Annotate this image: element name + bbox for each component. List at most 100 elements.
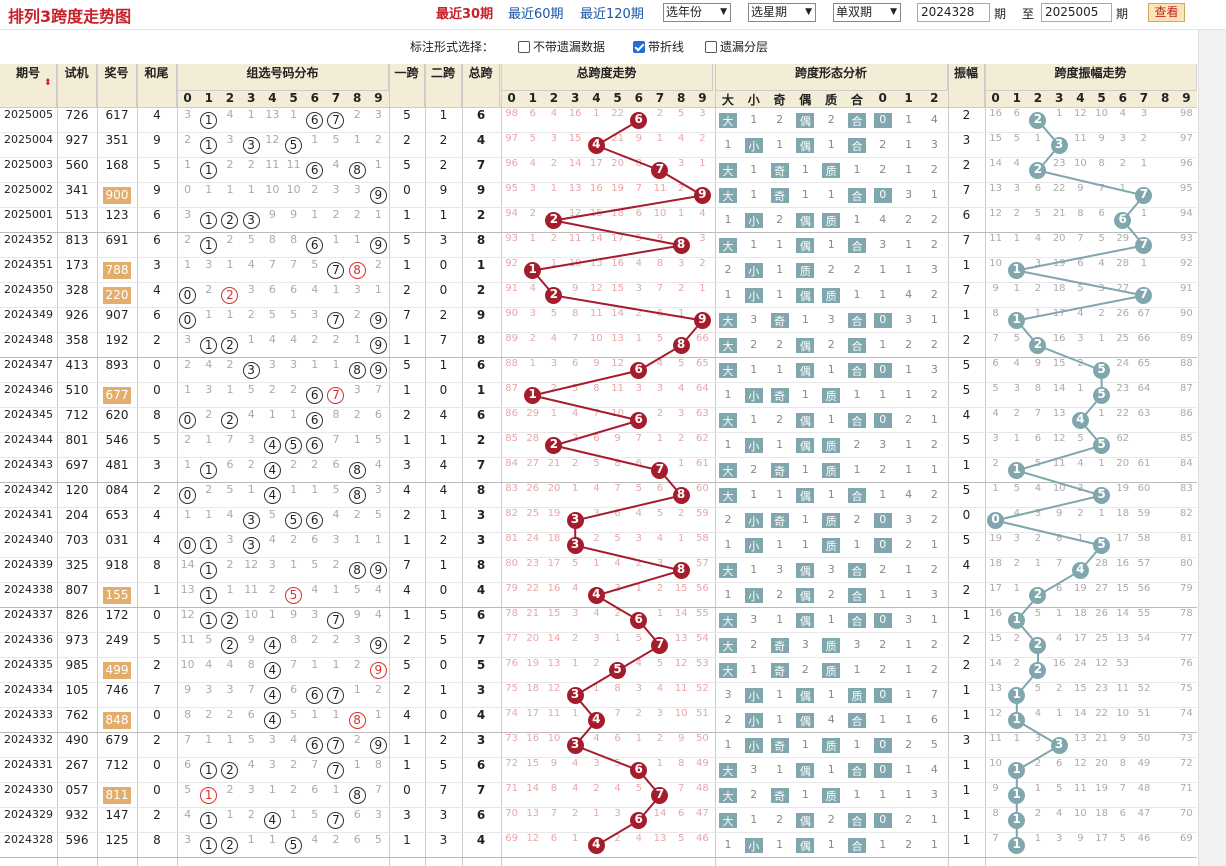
amp-miss-cell: 61 (1137, 458, 1151, 469)
header-digit: 9 (367, 90, 389, 108)
header-digit: 6 (628, 90, 650, 108)
hewei-cell: 2 (153, 483, 161, 497)
group-miss-cell: 6 (332, 458, 340, 471)
kua2-cell: 0 (439, 583, 448, 597)
trend-miss-cell: 14 (653, 808, 667, 819)
to-issue-input[interactable]: 2025005 (1041, 3, 1112, 22)
hewei-cell: 4 (153, 283, 161, 297)
shape-cell: 4 (905, 288, 913, 301)
shape-cell: 1 (801, 463, 809, 476)
option-layering[interactable]: 遗漏分层 (705, 38, 768, 55)
hewei-cell: 5 (153, 633, 161, 647)
amp-miss-cell: 1 (1013, 583, 1020, 594)
shape-cell: 1 (776, 688, 784, 701)
shape-cell: 2 (905, 813, 913, 826)
recent-60-link[interactable]: 最近60期 (508, 7, 564, 22)
group-hit-ball: 5 (285, 587, 302, 604)
trend-miss-cell: 2 (699, 133, 706, 144)
group-miss-cell: 1 (268, 833, 276, 846)
trend-miss-cell: 3 (635, 683, 642, 694)
test-cell: 513 (65, 208, 89, 222)
group-miss-cell: 9 (268, 208, 276, 221)
group-miss-cell: 1 (226, 308, 234, 321)
group-miss-cell: 2 (226, 783, 234, 796)
checkbox-layering[interactable] (705, 41, 717, 53)
trend-ball: 5 (609, 662, 626, 679)
option-no-omission[interactable]: 不带遗漏数据 (518, 38, 605, 55)
group-miss-cell: 3 (226, 683, 234, 696)
checkbox-no-omission[interactable] (518, 41, 530, 53)
amp-cell: 2 (962, 583, 971, 597)
group-miss-cell: 1 (247, 108, 255, 121)
amp-miss-cell: 8 (1119, 758, 1126, 769)
amp-miss-cell: 1 (1034, 133, 1042, 144)
amp-miss-cell: 4 (1013, 358, 1020, 369)
amp-ball: 5 (1093, 437, 1110, 454)
amp-cell: 1 (962, 833, 971, 847)
group-miss-cell: 8 (332, 408, 340, 421)
page-title: 排列3跨度走势图 (8, 7, 132, 26)
kua1-cell: 1 (403, 608, 411, 622)
shape-cell: 7 (930, 688, 938, 701)
total-cell: 8 (476, 483, 486, 497)
shape-cell: 2 (905, 838, 913, 851)
header-group: 组选号码分布 (177, 64, 389, 90)
shape-hit: 质 (822, 213, 841, 228)
amp-miss-cell: 6 (1056, 758, 1063, 769)
shape-cell: 3 (930, 263, 938, 276)
checkbox-polyline[interactable] (633, 41, 645, 53)
week-select[interactable]: 选星期 ▼ (748, 3, 816, 22)
trend-miss-cell: 6 (678, 808, 685, 819)
shape-cell: 0 (873, 813, 892, 828)
amp-cell: 2 (962, 633, 971, 647)
group-hit-ball: 5 (285, 437, 302, 454)
group-miss-cell: 2 (374, 683, 382, 696)
hewei-cell: 8 (153, 408, 161, 422)
total-cell: 4 (476, 133, 486, 147)
group-hit-ball: 9 (369, 337, 387, 354)
recent-120-link[interactable]: 最近120期 (580, 7, 644, 22)
group-miss-cell: 5 (226, 483, 234, 496)
group-miss-cell: 5 (290, 708, 298, 721)
shape-hit: 大 (719, 363, 737, 378)
trend-miss-cell: 79 (505, 583, 518, 594)
scrollbar[interactable] (1198, 30, 1226, 866)
trend-miss-cell: 98 (505, 108, 518, 119)
trend-miss-cell: 6 (635, 458, 642, 469)
option-no-omission-label: 不带遗漏数据 (533, 40, 606, 54)
option-polyline[interactable]: 带折线 (633, 38, 684, 55)
hewei-cell: 8 (153, 833, 161, 847)
group-miss-cell: 2 (247, 458, 255, 471)
group-miss-cell: 9 (247, 633, 255, 646)
year-select[interactable]: 选年份 ▼ (663, 3, 731, 22)
trend-miss-cell: 2 (635, 308, 642, 319)
shape-hit: 大 (719, 313, 737, 328)
from-issue-input[interactable]: 2024328 (917, 3, 990, 22)
shape-hit: 小 (744, 263, 763, 278)
query-button[interactable]: 查看 (1148, 3, 1185, 22)
test-cell: 926 (65, 308, 89, 322)
trend-miss-cell: 19 (526, 658, 540, 669)
trend-table: 期号 ⬍ 试机 奖号 和尾 组选号码分布 一跨 二跨 总跨 总跨度走势 跨度形态分析 振幅 跨度振幅走势… (0, 64, 1197, 866)
trend-miss-cell: 2 (593, 783, 600, 794)
amp-miss-cell: 70 (1180, 808, 1193, 819)
amp-miss-cell: 52 (1137, 683, 1151, 694)
amp-miss-cell: 9 (1056, 508, 1063, 519)
issue-cell: 2024344 (4, 433, 53, 446)
group-miss-cell: 2 (353, 108, 361, 121)
amp-miss-cell: 64 (1137, 383, 1151, 394)
oddeven-select[interactable]: 单双期 ▼ (833, 3, 901, 22)
shape-cell: 1 (801, 513, 809, 526)
recent-30-link[interactable]: 最近30期 (436, 7, 494, 22)
shape-hit: 偶 (796, 838, 815, 853)
group-miss-cell: 9 (184, 683, 192, 696)
group-miss-cell: 1 (247, 833, 255, 846)
shape-hit: 偶 (796, 363, 815, 378)
hewei-cell: 4 (153, 108, 161, 122)
group-miss-cell: 4 (226, 658, 234, 671)
amp-miss-cell: 55 (1137, 608, 1151, 619)
amp-cell: 1 (962, 608, 971, 622)
kua2-cell: 1 (439, 433, 448, 447)
shape-hit: 偶 (796, 813, 815, 828)
amp-miss-cell: 2 (1013, 558, 1020, 569)
